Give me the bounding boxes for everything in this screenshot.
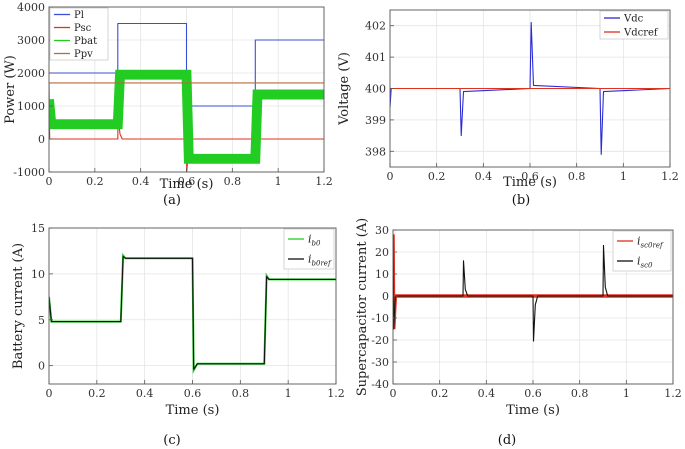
series-i-sc0-line: [393, 234, 673, 342]
legend-entry: Psc: [74, 23, 92, 34]
x-tick-label: 0.4: [136, 387, 154, 400]
y-tick-label: 0: [382, 290, 389, 303]
y-tick-label: 399: [365, 114, 386, 127]
x-tick-label: 0.4: [132, 175, 150, 188]
y-axis-label: Supercapacitor current (A): [355, 218, 370, 396]
x-tick-label: 0.8: [224, 175, 242, 188]
x-tick-label: 0.8: [568, 170, 586, 183]
x-tick-label: 0.8: [232, 387, 250, 400]
caption-b: (b): [512, 193, 530, 208]
y-tick-label: 5: [38, 314, 45, 327]
y-tick-label: 30: [375, 224, 389, 237]
x-tick-label: 0.2: [88, 387, 106, 400]
y-tick-label: 3000: [17, 34, 45, 47]
y-tick-label: 2000: [17, 67, 45, 80]
panel-b: 0 0.2 0.4 0.6 0.8 1 1.2 398 399 400 401 402 Time (s)…: [337, 9, 679, 190]
y-tick-label: -10: [371, 312, 389, 325]
legend-box: [612, 230, 672, 272]
x-tick-label: 0.6: [184, 387, 202, 400]
x-tick-label: 1: [623, 387, 630, 400]
legend-entry: Ppv: [74, 49, 93, 60]
x-tick-label: 0.6: [524, 387, 542, 400]
x-tick-label: 0.2: [428, 170, 446, 183]
y-tick-label: 10: [375, 268, 389, 281]
x-tick-label: 0: [46, 175, 53, 188]
panel-d: 0 0.2 0.4 0.6 0.8 1 1.2 -40 -30 -20 -10 0 10 20 30 Time…: [355, 218, 682, 418]
y-tick-label: -40: [371, 378, 389, 391]
legend-entry: Pl: [74, 10, 84, 21]
panel-a: 0 0.2 0.4 0.6 0.8 1 1.2-100001000200030004000T…: [3, 1, 333, 192]
y-tick-label: 0: [38, 133, 45, 146]
y-tick-label: 402: [365, 20, 386, 33]
x-tick-label: 0.2: [86, 175, 104, 188]
x-tick-label: 1.2: [315, 175, 333, 188]
legend-box: [599, 10, 669, 40]
y-tick-label: 20: [375, 246, 389, 259]
y-axis-label: Voltage (V): [337, 52, 352, 126]
y-tick-label: 1000: [17, 100, 45, 113]
series-i-b0ref-line: [49, 255, 336, 370]
x-axis-label: Time (s): [506, 403, 560, 418]
x-axis-label: Time (s): [160, 177, 214, 192]
y-tick-label: 0: [38, 360, 45, 373]
series-pl-line: [49, 22, 324, 107]
x-tick-label: 1: [285, 387, 292, 400]
x-tick-label: 0.8: [571, 387, 589, 400]
legend-box: [283, 228, 335, 270]
x-tick-label: 0.4: [478, 387, 496, 400]
x-tick-label: 0.6: [178, 175, 196, 188]
caption-a: (a): [163, 193, 181, 208]
x-tick-label: 1: [620, 170, 627, 183]
x-tick-label: 0.2: [431, 387, 449, 400]
y-axis-label: Battery current (A): [11, 243, 26, 369]
x-tick-label: 0.4: [475, 170, 493, 183]
x-tick-label: 0: [46, 387, 53, 400]
x-tick-label: 1: [275, 175, 282, 188]
y-tick-label: 400: [365, 83, 386, 96]
x-tick-label: 0: [390, 387, 397, 400]
y-tick-label: -1000: [13, 166, 45, 179]
panel-c: 0 0.2 0.4 0.6 0.8 1 1.2 0 5 10 15 Time (s) Battery c…: [11, 222, 345, 418]
x-axis-label: Time (s): [166, 403, 220, 418]
y-tick-label: 398: [365, 145, 386, 158]
y-tick-label: 401: [365, 51, 386, 64]
x-tick-label: 1.2: [664, 387, 682, 400]
y-tick-label: -20: [371, 334, 389, 347]
y-axis-label: Power (W): [3, 55, 18, 124]
caption-d: (d): [498, 433, 516, 448]
x-tick-label: 1.2: [661, 170, 679, 183]
legend-entry: Vdc: [623, 14, 644, 25]
x-tick-label: 0.6: [521, 170, 539, 183]
series-pbat-line: [49, 74, 324, 160]
x-tick-label: 1.2: [327, 387, 345, 400]
legend-box: [49, 7, 109, 61]
caption-c: (c): [163, 433, 180, 448]
x-axis-label: Time (s): [503, 175, 557, 190]
y-tick-label: 4000: [17, 1, 45, 14]
y-tick-label: 15: [31, 222, 45, 235]
x-tick-label: 0: [387, 170, 394, 183]
y-tick-label: 10: [31, 268, 45, 281]
y-tick-label: -30: [371, 356, 389, 369]
legend-entry: Vdcref: [623, 28, 659, 39]
legend-entry: Pbat: [74, 36, 97, 47]
